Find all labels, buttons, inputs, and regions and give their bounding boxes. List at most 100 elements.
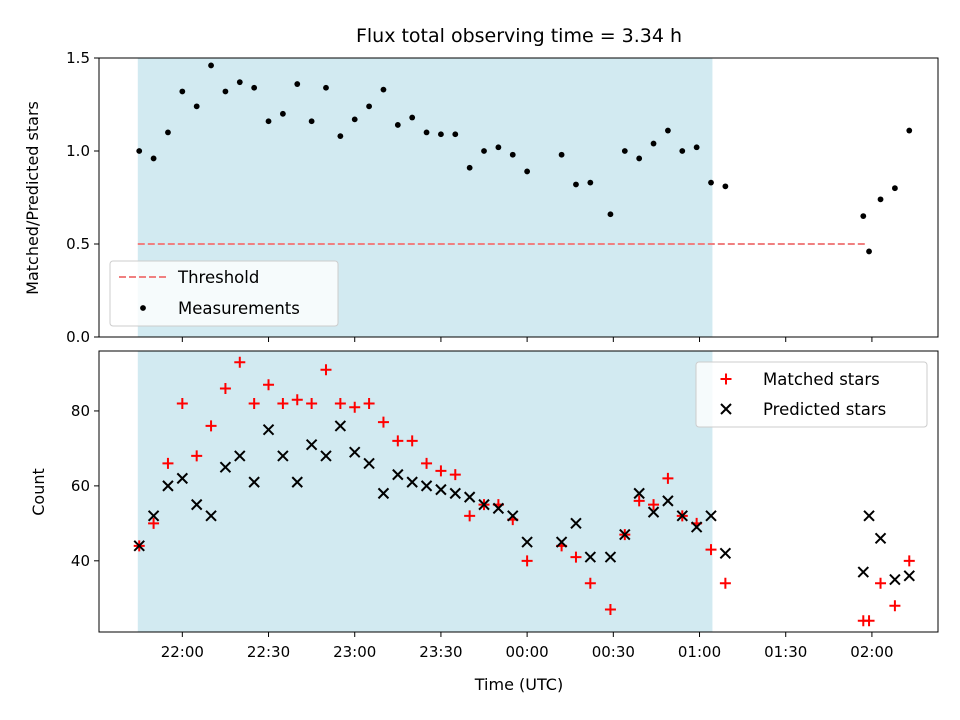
data-point — [875, 577, 887, 589]
data-point — [619, 528, 631, 541]
x-axis-label: Time (UTC) — [474, 675, 563, 694]
data-point — [877, 196, 884, 203]
data-point — [463, 491, 476, 503]
series-measurements — [136, 62, 913, 255]
data-point — [435, 465, 447, 477]
data-point — [621, 148, 628, 154]
count-panel: 40 60 80 22:00 22:30 23:00 23:30 00:00 00:30 01:0… — [71, 350, 939, 661]
data-point — [676, 510, 688, 522]
data-point — [191, 450, 203, 462]
data-point — [334, 420, 347, 432]
data-point — [337, 133, 344, 140]
data-point — [449, 487, 461, 500]
data-point — [179, 88, 186, 95]
data-point — [863, 510, 875, 522]
data-point — [466, 164, 473, 171]
x-tick-label: 23:30 — [419, 643, 462, 661]
data-point — [263, 379, 275, 391]
data-point — [392, 435, 404, 447]
chart-title: Flux total observing time = 3.34 h — [356, 25, 682, 47]
data-point — [136, 148, 143, 154]
data-point — [650, 140, 657, 147]
legend-box — [695, 361, 928, 428]
data-point — [481, 148, 487, 154]
y-tick-label: 40 — [71, 552, 90, 570]
data-point — [662, 495, 674, 507]
data-point — [349, 401, 361, 413]
data-point — [521, 555, 533, 567]
data-point — [222, 88, 229, 95]
data-point — [176, 472, 189, 485]
data-point — [133, 540, 145, 552]
data-point — [421, 457, 433, 469]
data-point — [633, 495, 645, 507]
data-point — [662, 472, 674, 484]
legend-matched-stars-swatch — [720, 373, 732, 385]
data-point — [208, 62, 214, 69]
ratio-panel: 0.0 0.5 1.0 1.5 Threshold Measurements — [66, 49, 939, 346]
data-point — [420, 480, 433, 492]
axes-frame — [98, 350, 939, 633]
data-point — [509, 151, 516, 158]
legend: Threshold Measurements — [109, 260, 339, 327]
legend-measurements-swatch — [140, 305, 146, 311]
data-point — [719, 547, 732, 560]
data-point — [406, 476, 418, 488]
data-point — [892, 185, 898, 192]
axes-frame — [98, 57, 939, 338]
data-point — [438, 131, 444, 138]
legend-predicted-stars-label: Predicted stars — [763, 400, 886, 419]
data-point — [633, 487, 645, 500]
data-point — [291, 476, 303, 488]
data-point — [889, 573, 901, 586]
data-point — [147, 510, 160, 522]
data-point — [860, 213, 867, 220]
data-point — [874, 532, 887, 545]
data-point — [248, 397, 260, 409]
data-point — [705, 544, 717, 556]
data-point — [903, 555, 915, 567]
data-point — [176, 397, 188, 409]
data-point — [265, 118, 272, 125]
data-point — [306, 397, 318, 409]
x-tick-label: 00:00 — [506, 643, 549, 661]
data-point — [363, 397, 375, 409]
data-point — [394, 122, 401, 128]
y-tick-label: 80 — [71, 402, 90, 420]
data-point — [392, 468, 404, 481]
data-point — [236, 79, 243, 86]
data-point — [308, 118, 315, 125]
x-tick-label: 01:00 — [678, 643, 721, 661]
data-point — [708, 179, 714, 186]
data-point — [294, 81, 301, 87]
data-point — [495, 144, 502, 151]
data-point — [277, 450, 289, 462]
x-tick-label: 23:00 — [333, 643, 376, 661]
data-point — [679, 148, 686, 154]
data-point — [863, 615, 875, 627]
data-point — [636, 155, 643, 162]
data-point — [587, 179, 594, 186]
count-y-axis-label: Count — [29, 468, 48, 516]
data-point — [349, 446, 361, 458]
data-point — [377, 416, 389, 428]
x-tick-label: 00:30 — [592, 643, 635, 661]
data-point — [521, 536, 533, 548]
data-point — [351, 116, 358, 123]
y-tick-label: 1.5 — [66, 49, 90, 67]
data-point — [251, 84, 258, 91]
data-point — [435, 483, 447, 496]
legend-measurements-label: Measurements — [178, 299, 300, 318]
data-point — [857, 566, 870, 578]
data-point — [277, 397, 289, 409]
data-point — [524, 168, 531, 175]
data-point — [573, 181, 579, 188]
data-point — [380, 86, 387, 93]
data-point — [162, 457, 174, 469]
data-point — [366, 103, 372, 110]
y-tick-label: 60 — [71, 477, 90, 495]
data-point — [248, 476, 260, 488]
data-point — [193, 103, 200, 110]
data-point — [558, 151, 565, 158]
